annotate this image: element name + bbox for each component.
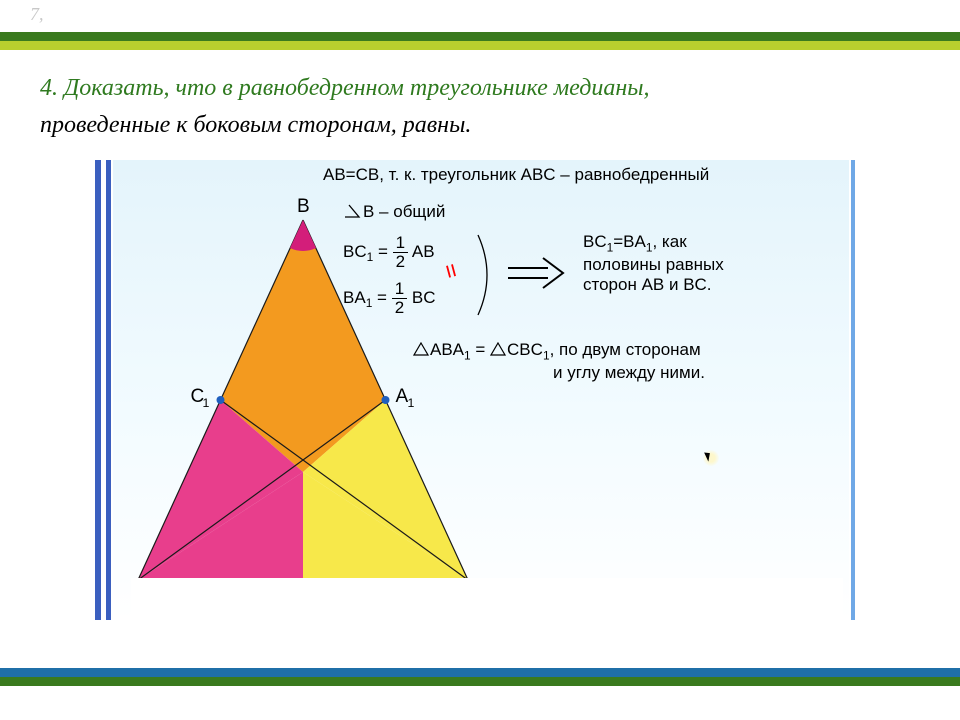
proof-line-1: AB=CB, т. к. треугольник ABC – равнобедр… [323, 165, 709, 185]
proof-line-2: B – общий [343, 202, 445, 224]
proof-l3-eq: = [373, 242, 392, 261]
fraction-2: 12 [392, 280, 407, 317]
l5b-sub: 1 [543, 348, 550, 362]
figure-border-left-2 [106, 160, 111, 620]
proof-l4-tail: BC [412, 288, 436, 307]
proof-l4-left: BA [343, 288, 366, 307]
frac1-den: 2 [393, 253, 408, 271]
proof-line-6: и углу между ними. [553, 363, 705, 383]
problem-title: 4. Доказать, что в равнобедренном треуго… [40, 70, 920, 144]
proof-l4-eq: = [372, 288, 391, 307]
figure-bottom-mask [131, 578, 843, 620]
decoration-stripe-bottom [0, 668, 960, 686]
l5b: CBC [507, 340, 543, 359]
frac2-den: 2 [392, 299, 407, 317]
svg-text:1: 1 [203, 396, 210, 410]
proof-line-4: BA 1 = 12 BC [343, 280, 436, 317]
l5a: ABA [430, 340, 464, 359]
figure-canvas: BC1A1 AB=CB, т. к. треугольник ABC – рав… [113, 160, 849, 620]
proof-l3-tail: AB [412, 242, 435, 261]
frac2-num: 1 [392, 280, 407, 299]
l5-eq: = [471, 340, 490, 359]
decoration-stripe-top [0, 32, 960, 50]
frac1-num: 1 [393, 234, 408, 253]
mouse-cursor-icon [703, 450, 719, 466]
triangle-icon-1 [413, 341, 429, 361]
stripe-top-1 [0, 32, 960, 41]
svg-text:B: B [297, 196, 310, 217]
r2: половины равных [583, 255, 724, 274]
proof-line-2-text: B – общий [363, 202, 445, 221]
stripe-bot-1 [0, 668, 960, 677]
l5a-sub: 1 [464, 348, 471, 362]
stripe-top-2 [0, 41, 960, 50]
figure-border-right [851, 160, 855, 620]
stripe-bot-2 [0, 677, 960, 686]
implication-arrow [468, 230, 578, 320]
fraction-1: 12 [393, 234, 408, 271]
title-line-2: проведенные к боковым сторонам, равны. [40, 112, 471, 138]
title-line-1: 4. Доказать, что в равнобедренном треуго… [40, 75, 650, 101]
geometry-diagram: BC1A1 [113, 160, 849, 620]
proof-line-3: BC 1 = 12 AB [343, 234, 435, 271]
l5-tail: , по двум сторонам [550, 340, 701, 359]
r1a: BC [583, 232, 607, 251]
r1b: =BA [613, 232, 646, 251]
proof-line-5: ABA1 = CBC1, по двум сторонам [413, 340, 701, 363]
proof-l3-left: BC [343, 242, 367, 261]
svg-text:1: 1 [408, 396, 415, 410]
r3: сторон AB и BC. [583, 275, 712, 294]
angle-icon [343, 203, 361, 224]
proof-right-block: BC1=BA1, как половины равных сторон AB и… [583, 232, 724, 295]
triangle-icon-2 [490, 341, 506, 361]
r1c: , как [652, 232, 686, 251]
proof-figure: BC1A1 AB=CB, т. к. треугольник ABC – рав… [95, 160, 855, 620]
